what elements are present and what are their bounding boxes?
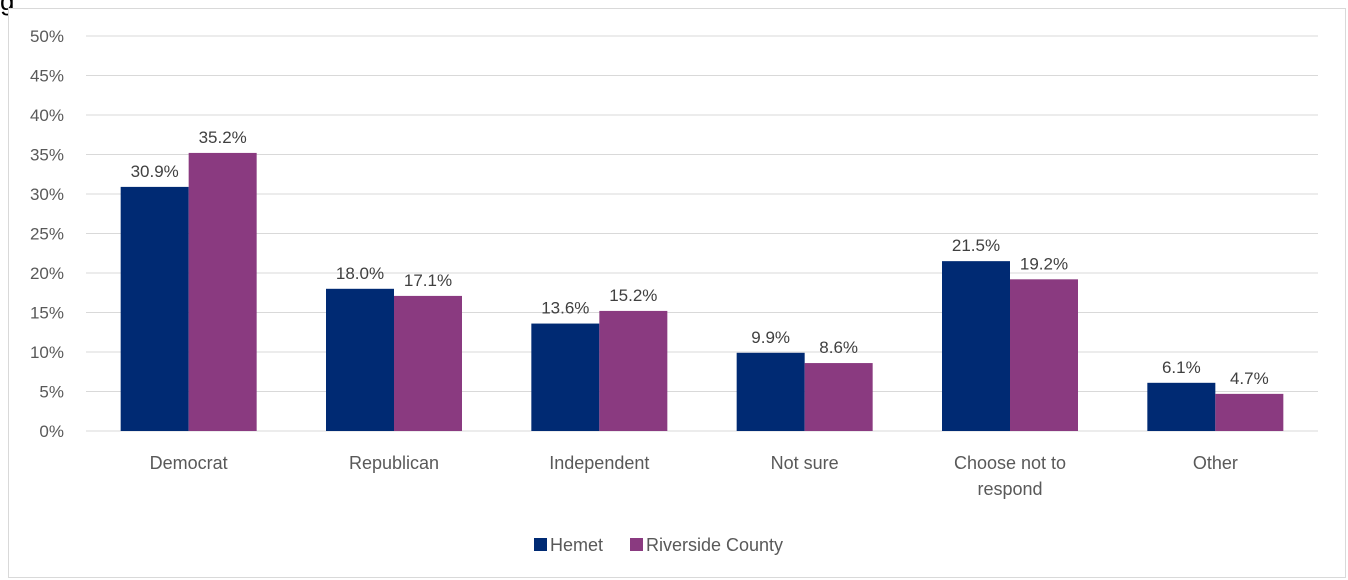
data-label: 13.6% xyxy=(541,299,589,318)
legend-label: Riverside County xyxy=(646,535,783,555)
x-axis-categories: Democrat Republican Independent Not sure Cho… xyxy=(150,453,1238,499)
y-tick-label: 40% xyxy=(30,106,64,125)
category-label-line: Choose not to xyxy=(954,453,1066,473)
y-tick-label: 20% xyxy=(30,264,64,283)
bar-hemet xyxy=(326,288,394,431)
y-tick-label: 5% xyxy=(39,383,64,402)
data-label: 4.7% xyxy=(1230,369,1269,388)
data-label: 8.6% xyxy=(819,338,858,357)
bar-hemet xyxy=(736,352,805,431)
legend-swatch xyxy=(534,538,547,551)
data-label: 18.0% xyxy=(336,264,384,283)
bar-riverside-county xyxy=(394,295,462,431)
legend: Hemet Riverside County xyxy=(534,535,783,555)
category-label-line: Not sure xyxy=(771,453,839,473)
data-label: 19.2% xyxy=(1020,254,1068,273)
bars xyxy=(120,152,1284,432)
data-label: 21.5% xyxy=(952,236,1000,255)
y-tick-label: 0% xyxy=(39,422,64,441)
legend-label: Hemet xyxy=(550,535,603,555)
bar-riverside-county xyxy=(804,363,873,431)
bar-riverside-county xyxy=(1010,279,1078,431)
category-label: Not sure xyxy=(771,453,839,473)
y-tick-label: 45% xyxy=(30,67,64,86)
bar-hemet xyxy=(942,261,1010,431)
category-label: Other xyxy=(1193,453,1238,473)
y-tick-label: 15% xyxy=(30,304,64,323)
bar-hemet xyxy=(120,186,189,431)
y-tick-label: 25% xyxy=(30,225,64,244)
category-label-line: Republican xyxy=(349,453,439,473)
y-axis-ticks: 0% 5% 10% 15% 20% 25% 30% 35% 40% 45% 50% xyxy=(30,27,64,441)
data-label: 35.2% xyxy=(199,128,247,147)
bar-riverside-county xyxy=(188,152,257,432)
category-label: Choose not to respond xyxy=(954,453,1066,499)
category-label: Independent xyxy=(549,453,649,473)
gridlines xyxy=(86,35,1318,432)
y-tick-label: 10% xyxy=(30,343,64,362)
category-label-line: Democrat xyxy=(150,453,228,473)
data-label: 6.1% xyxy=(1162,358,1201,377)
data-label: 30.9% xyxy=(131,162,179,181)
bar-hemet xyxy=(531,323,600,431)
category-label: Democrat xyxy=(150,453,228,473)
data-labels: 30.9% 35.2% 18.0% 17.1% 13.6% 15.2% 9.9% 8.6% 21… xyxy=(131,128,1269,388)
y-tick-label: 30% xyxy=(30,185,64,204)
bar-riverside-county xyxy=(599,310,668,431)
category-label-line: Other xyxy=(1193,453,1238,473)
data-label: 17.1% xyxy=(404,271,452,290)
legend-swatch xyxy=(630,538,643,551)
data-label: 15.2% xyxy=(609,286,657,305)
category-label-line: respond xyxy=(977,479,1042,499)
y-tick-label: 35% xyxy=(30,146,64,165)
bar-hemet xyxy=(1147,382,1216,431)
category-label: Republican xyxy=(349,453,439,473)
y-tick-label: 50% xyxy=(30,27,64,46)
category-label-line: Independent xyxy=(549,453,649,473)
data-label: 9.9% xyxy=(751,328,790,347)
bar-riverside-county xyxy=(1215,393,1284,431)
